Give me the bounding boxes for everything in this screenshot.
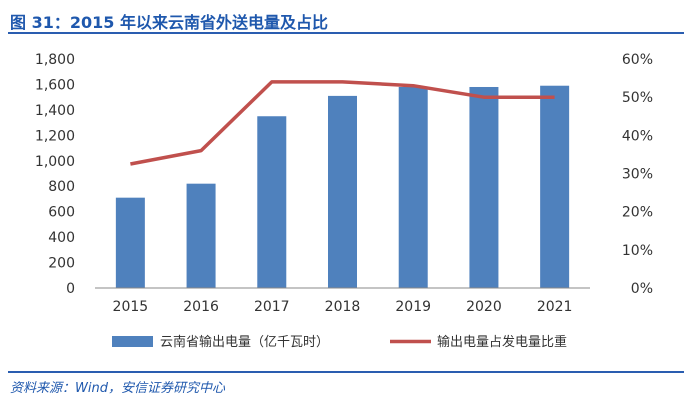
title-bar: 图 31：2015 年以来云南省外送电量及占比 — [8, 6, 684, 34]
legend-bar-label: 云南省输出电量（亿千瓦时） — [160, 334, 329, 350]
left-tick-label: 1,000 — [35, 154, 75, 170]
ratio-line — [130, 80, 555, 166]
source-divider — [8, 371, 684, 373]
x-axis: 2015 2016 2017 2018 2019 2020 2021 — [113, 299, 573, 315]
figure-title: 图 31：2015 年以来云南省外送电量及占比 — [10, 13, 328, 32]
x-tick-label: 2017 — [254, 299, 290, 315]
right-tick-label: 10% — [622, 243, 653, 259]
legend-line-label: 输出电量占发电量比重 — [437, 334, 567, 350]
x-tick-label: 2020 — [466, 299, 502, 315]
right-tick-label: 50% — [622, 90, 653, 106]
left-tick-label: 1,200 — [35, 128, 75, 144]
bar — [257, 116, 287, 288]
left-tick-label: 200 — [48, 256, 75, 272]
right-tick-label: 60% — [622, 52, 653, 68]
bar — [186, 183, 216, 288]
bar — [328, 95, 357, 289]
legend-bar-swatch — [112, 336, 153, 347]
bar — [469, 86, 499, 288]
right-axis: 0% 10% 20% 30% 40% 50% 60% — [622, 52, 653, 297]
bar-series — [115, 85, 570, 289]
left-tick-label: 1,400 — [35, 103, 75, 119]
right-tick-label: 20% — [622, 205, 653, 221]
left-tick-label: 800 — [48, 179, 75, 195]
legend: 云南省输出电量（亿千瓦时） 输出电量占发电量比重 — [112, 334, 567, 350]
x-tick-label: 2016 — [183, 299, 219, 315]
left-tick-label: 0 — [66, 281, 75, 297]
bar — [115, 197, 145, 288]
x-tick-label: 2018 — [325, 299, 361, 315]
left-tick-label: 1,600 — [35, 77, 75, 93]
x-tick-label: 2021 — [537, 299, 573, 315]
bar — [398, 86, 428, 288]
x-tick-label: 2015 — [113, 299, 149, 315]
bar — [540, 85, 570, 288]
left-tick-label: 1,800 — [35, 52, 75, 68]
left-tick-label: 600 — [48, 205, 75, 221]
right-tick-label: 30% — [622, 167, 653, 183]
source-note: 资料来源：Wind，安信证券研究中心 — [10, 381, 225, 396]
left-tick-label: 400 — [48, 230, 75, 246]
x-tick-label: 2019 — [395, 299, 431, 315]
left-axis: 0 200 400 600 800 1,000 1,200 1,400 1,600 1,800 — [35, 52, 75, 297]
right-tick-label: 40% — [622, 128, 653, 144]
right-tick-label: 0% — [631, 281, 653, 297]
